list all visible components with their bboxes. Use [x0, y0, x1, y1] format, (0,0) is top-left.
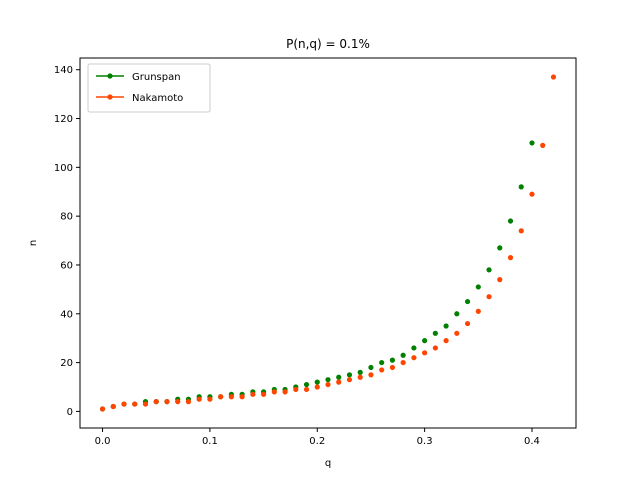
- legend: Grunspan Nakamoto: [87, 63, 211, 113]
- x-tick-label: 0.2: [309, 436, 325, 447]
- x-axis: 0.0 0.1 0.2 0.3 0.4: [95, 428, 540, 447]
- data-point-nakamoto: [110, 403, 116, 410]
- data-point-nakamoto: [325, 381, 331, 388]
- y-axis-label: n: [28, 240, 39, 246]
- data-point-nakamoto: [185, 399, 192, 405]
- data-point-nakamoto: [271, 389, 277, 395]
- data-point-nakamoto: [99, 406, 106, 412]
- data-point-nakamoto: [357, 374, 363, 380]
- data-point-nakamoto: [121, 401, 127, 407]
- x-axis-label: q: [325, 458, 331, 469]
- data-point-nakamoto: [336, 379, 342, 385]
- data-point-grunspan: [497, 245, 503, 251]
- data-point-grunspan: [325, 377, 331, 383]
- chart-title: P(n,q) = 0.1%: [286, 37, 370, 51]
- data-point-grunspan: [464, 298, 471, 305]
- data-point-grunspan: [432, 330, 438, 336]
- data-point-grunspan: [475, 284, 481, 290]
- data-point-grunspan: [314, 379, 320, 385]
- data-point-grunspan: [368, 364, 374, 371]
- data-point-grunspan: [389, 357, 396, 363]
- data-point-grunspan: [454, 311, 460, 317]
- legend-marker: [107, 73, 113, 79]
- data-point-nakamoto: [282, 389, 288, 395]
- data-point-nakamoto: [207, 396, 213, 402]
- data-point-nakamoto: [497, 277, 503, 283]
- legend-label: Grunspan: [132, 72, 181, 83]
- data-point-nakamoto: [346, 377, 353, 383]
- data-point-grunspan: [443, 323, 449, 329]
- data-point-nakamoto: [303, 386, 310, 393]
- data-point-grunspan: [507, 218, 514, 224]
- y-tick-label: 100: [54, 163, 73, 174]
- data-point-nakamoto: [464, 320, 471, 327]
- y-tick-label: 60: [60, 260, 73, 271]
- y-tick-label: 120: [54, 114, 73, 125]
- data-point-grunspan: [518, 184, 524, 190]
- legend-label: Nakamoto: [132, 93, 183, 104]
- data-point-grunspan: [357, 369, 363, 375]
- data-point-grunspan: [400, 352, 406, 358]
- y-tick-label: 20: [60, 358, 73, 369]
- data-point-grunspan: [411, 345, 417, 351]
- data-point-nakamoto: [529, 191, 535, 197]
- data-point-nakamoto: [432, 345, 438, 351]
- data-point-grunspan: [422, 338, 428, 344]
- data-point-nakamoto: [314, 384, 320, 390]
- data-point-nakamoto: [443, 338, 449, 344]
- data-point-nakamoto: [250, 391, 256, 397]
- data-point-grunspan: [346, 372, 353, 378]
- axes-frame: [79, 57, 577, 429]
- x-tick-label: 0.3: [417, 436, 433, 447]
- data-point-nakamoto: [293, 386, 299, 393]
- data-point-nakamoto: [486, 294, 492, 300]
- legend-marker: [107, 94, 113, 100]
- data-point-grunspan: [529, 140, 535, 146]
- data-point-nakamoto: [518, 228, 524, 234]
- data-point-nakamoto: [260, 391, 267, 397]
- data-point-grunspan: [486, 267, 492, 273]
- data-point-nakamoto: [422, 350, 428, 356]
- data-point-nakamoto: [507, 255, 514, 261]
- data-point-nakamoto: [550, 74, 557, 80]
- data-point-nakamoto: [411, 355, 417, 361]
- x-tick-label: 0.4: [524, 436, 540, 447]
- y-tick-label: 40: [60, 309, 73, 320]
- data-point-nakamoto: [142, 401, 149, 407]
- data-point-nakamoto: [196, 396, 202, 402]
- data-point-nakamoto: [389, 364, 396, 371]
- data-point-nakamoto: [368, 372, 374, 378]
- data-point-nakamoto: [475, 308, 481, 314]
- data-point-nakamoto: [218, 394, 224, 400]
- data-point-grunspan: [336, 374, 342, 380]
- y-axis: 0 20 40 60 80 100 120 140: [54, 65, 80, 418]
- data-point-nakamoto: [379, 367, 385, 373]
- data-point-nakamoto: [239, 394, 245, 400]
- y-tick-label: 80: [60, 212, 73, 223]
- data-point-nakamoto: [175, 399, 181, 405]
- data-point-nakamoto: [164, 399, 170, 405]
- data-point-nakamoto: [454, 330, 460, 336]
- x-tick-label: 0.1: [202, 436, 218, 447]
- data-point-nakamoto: [153, 399, 159, 405]
- data-point-nakamoto: [400, 359, 406, 366]
- x-tick-label: 0.0: [95, 436, 111, 447]
- series-nakamoto: [99, 74, 557, 412]
- y-tick-label: 140: [54, 65, 73, 76]
- plot-area: [99, 74, 557, 412]
- data-point-nakamoto: [540, 142, 546, 148]
- data-point-grunspan: [379, 359, 385, 366]
- data-point-grunspan: [303, 381, 310, 388]
- data-point-nakamoto: [228, 394, 234, 400]
- data-point-nakamoto: [132, 401, 138, 407]
- y-tick-label: 0: [67, 407, 73, 418]
